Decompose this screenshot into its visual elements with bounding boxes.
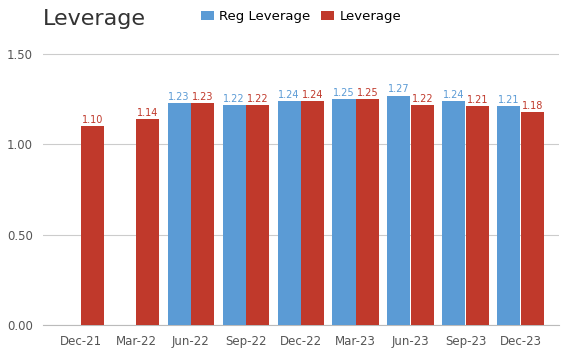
Text: 1.25: 1.25 bbox=[357, 88, 379, 98]
Bar bbox=[356, 99, 379, 325]
Bar bbox=[521, 112, 544, 325]
Text: 1.24: 1.24 bbox=[302, 90, 323, 100]
Text: 1.14: 1.14 bbox=[137, 108, 158, 118]
Bar bbox=[222, 105, 246, 325]
Bar bbox=[168, 103, 191, 325]
Text: 1.22: 1.22 bbox=[247, 93, 268, 104]
Bar bbox=[387, 95, 410, 325]
Text: 1.24: 1.24 bbox=[443, 90, 465, 100]
Legend: Reg Leverage, Leverage: Reg Leverage, Leverage bbox=[195, 5, 406, 28]
Text: 1.24: 1.24 bbox=[278, 90, 300, 100]
Text: 1.18: 1.18 bbox=[522, 101, 543, 111]
Bar bbox=[136, 119, 160, 325]
Bar bbox=[498, 106, 520, 325]
Bar bbox=[411, 105, 434, 325]
Text: 1.22: 1.22 bbox=[411, 93, 434, 104]
Bar bbox=[466, 106, 489, 325]
Bar bbox=[277, 101, 301, 325]
Bar bbox=[332, 99, 355, 325]
Bar bbox=[246, 105, 269, 325]
Text: 1.25: 1.25 bbox=[333, 88, 355, 98]
Bar bbox=[191, 103, 215, 325]
Text: 1.21: 1.21 bbox=[467, 95, 488, 105]
Text: Leverage: Leverage bbox=[42, 9, 145, 29]
Text: 1.23: 1.23 bbox=[169, 92, 190, 102]
Text: 1.22: 1.22 bbox=[224, 93, 245, 104]
Bar bbox=[301, 101, 324, 325]
Text: 1.23: 1.23 bbox=[192, 92, 213, 102]
Text: 1.27: 1.27 bbox=[388, 84, 410, 94]
Text: 1.10: 1.10 bbox=[82, 115, 104, 125]
Text: 1.21: 1.21 bbox=[498, 95, 520, 105]
Bar bbox=[82, 126, 105, 325]
Bar bbox=[442, 101, 465, 325]
